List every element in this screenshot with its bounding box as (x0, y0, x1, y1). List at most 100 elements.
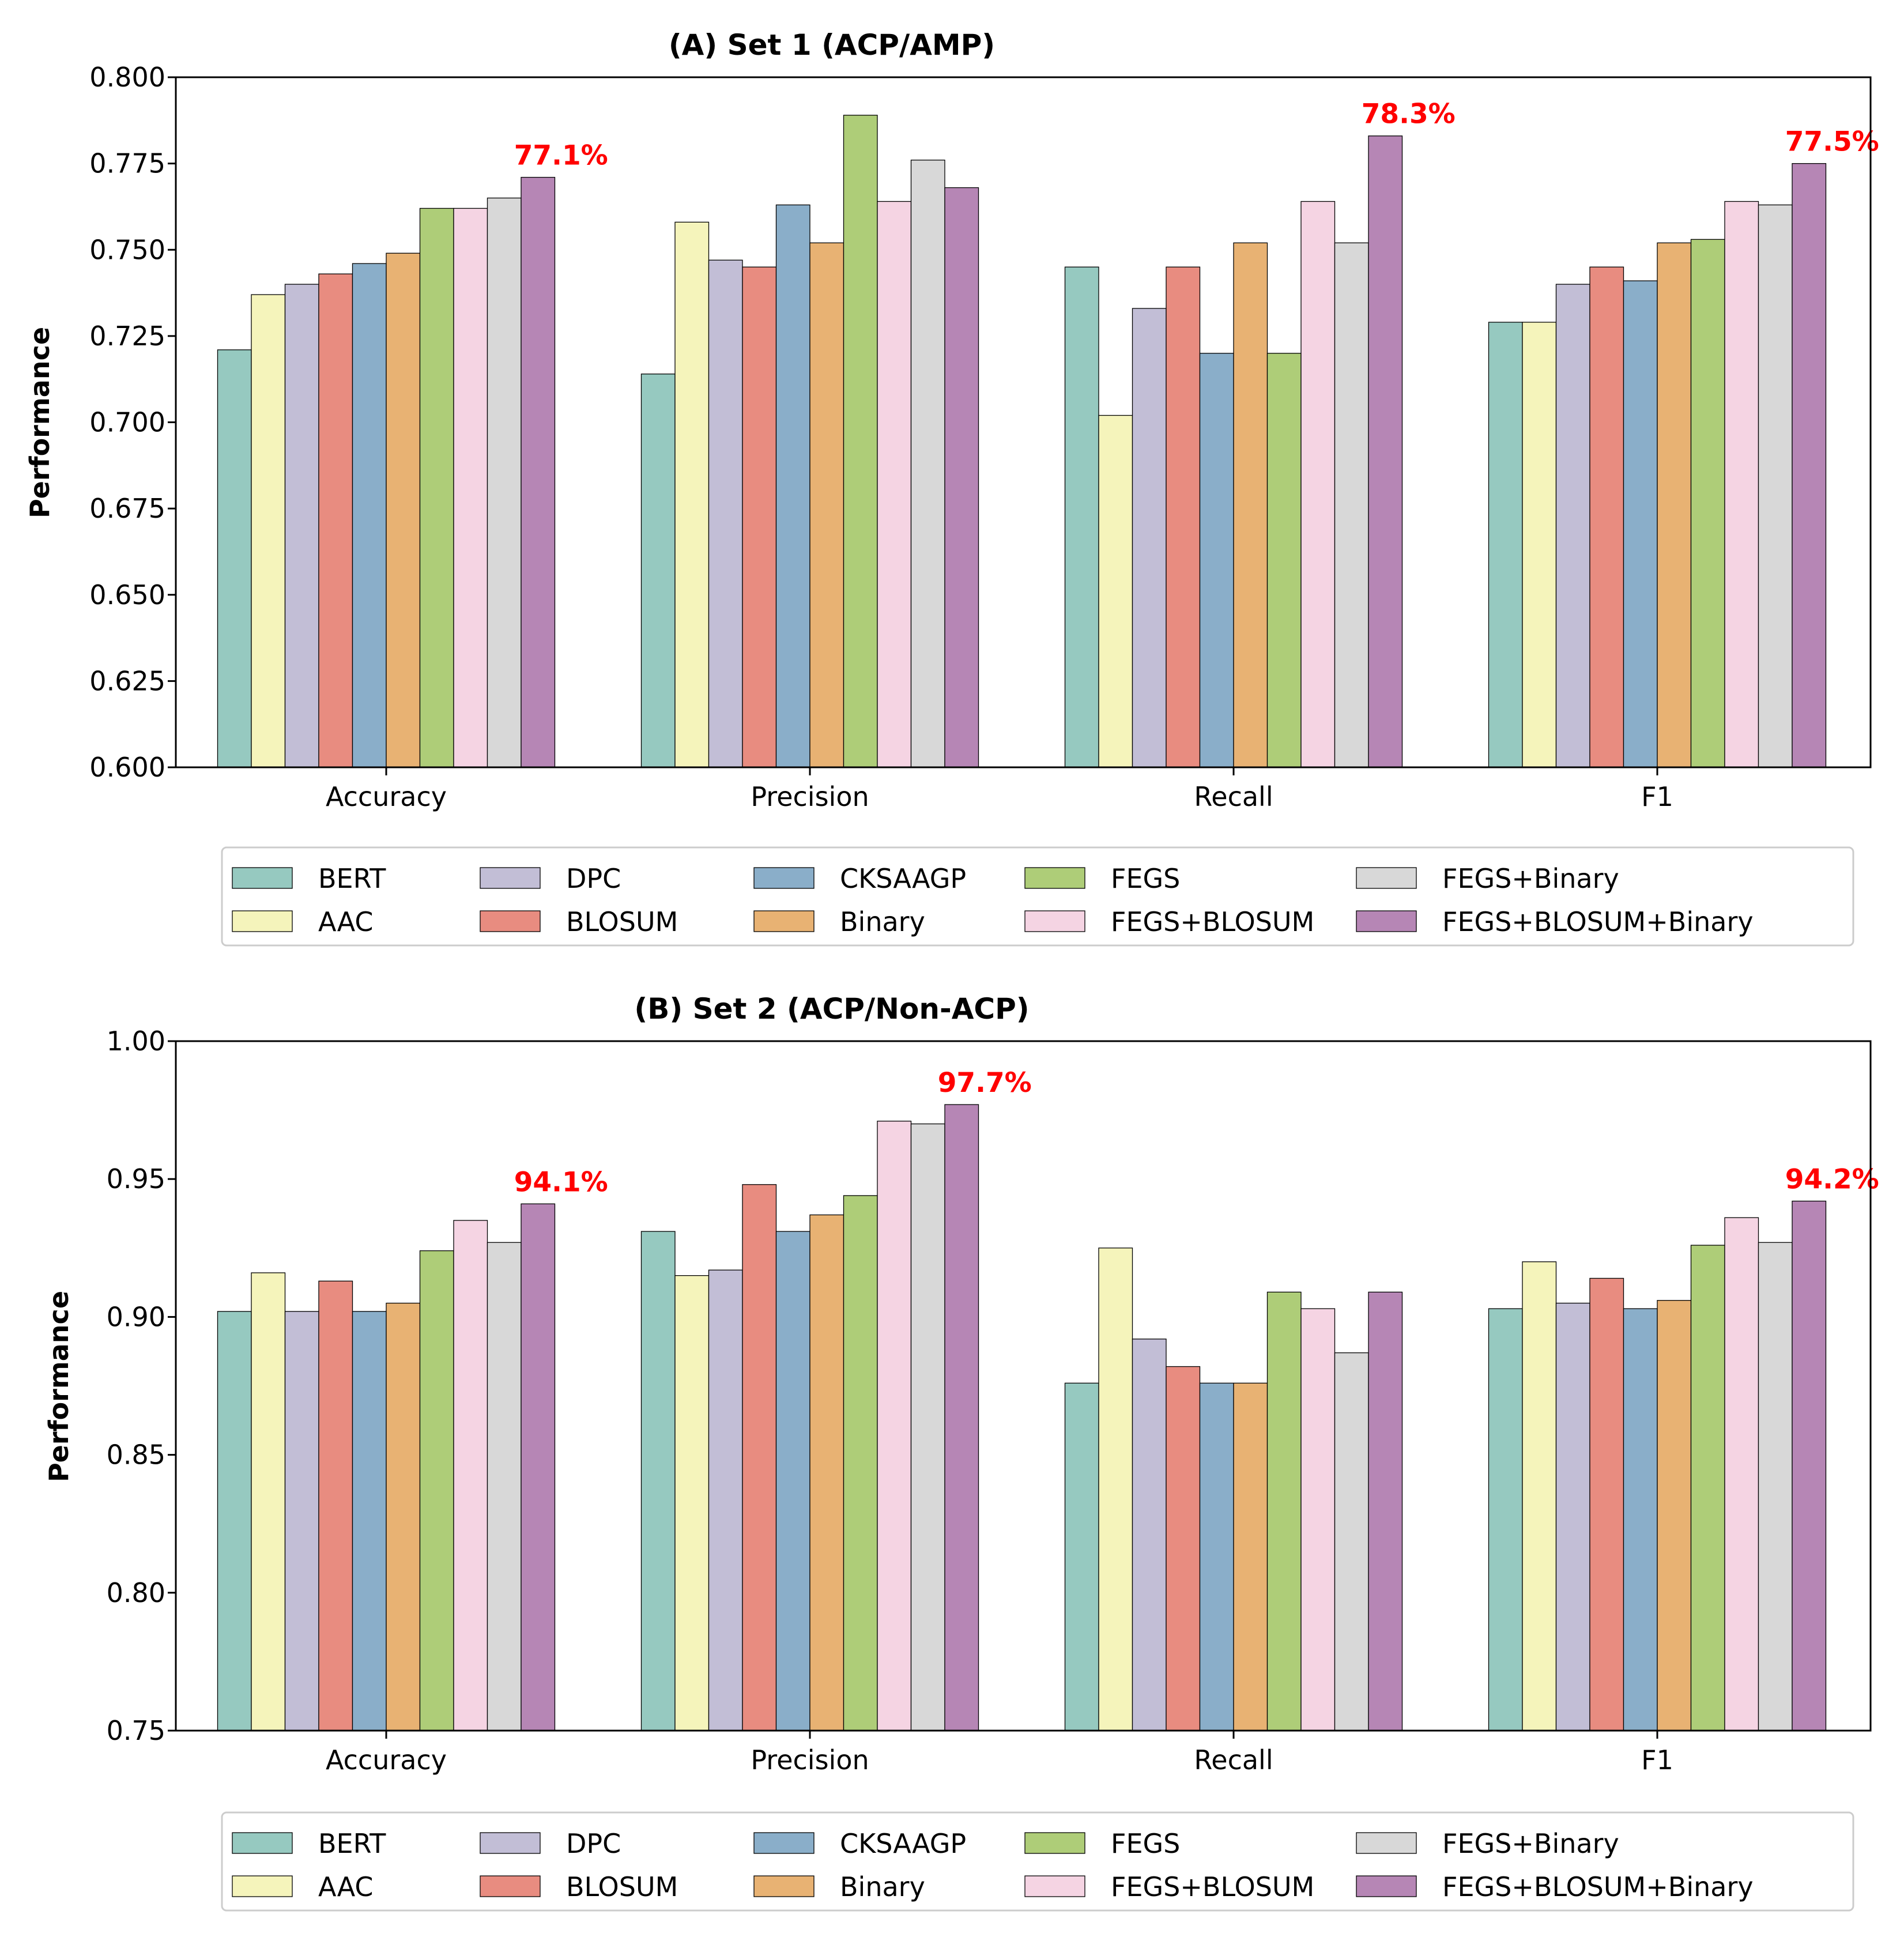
bar-cksaagp-recall (1199, 353, 1234, 768)
bar-fegs-recall (1266, 353, 1302, 768)
x-tick-label: Accuracy (326, 781, 447, 812)
legend-entry-label: BLOSUM (566, 1871, 678, 1902)
bar-dpc-accuracy (284, 1311, 319, 1731)
bar-dpc-f1 (1555, 1302, 1590, 1731)
legend-swatch (232, 867, 293, 889)
chart-title: (B) Set 2 (ACP/Non-ACP) (634, 992, 1029, 1026)
bar-aac-f1 (1522, 1261, 1557, 1731)
legend: BERT AAC DPC BLOSUM CKSAAGP Binary FEGS FEGS+BL… (221, 1811, 1854, 1912)
legend-swatch (1024, 867, 1085, 889)
legend-swatch (480, 910, 541, 932)
y-tick-label: 0.650 (89, 579, 165, 611)
value-annotation: 77.1% (514, 140, 608, 172)
bar-fegs-blosum-recall (1300, 201, 1336, 768)
bar-fegs-blosum-precision (877, 201, 912, 768)
legend-swatch (232, 1832, 293, 1854)
y-axis-label: Performance (43, 1291, 74, 1482)
legend-swatch (753, 867, 815, 889)
bar-fegs-blosum-precision (877, 1121, 912, 1731)
y-tick-label: 0.800 (89, 62, 165, 93)
legend-entry-label: BERT (318, 1828, 386, 1859)
y-tick-label: 0.90 (107, 1301, 165, 1332)
bar-blosum-f1 (1589, 266, 1624, 768)
legend-entry-label: FEGS+BLOSUM (1111, 906, 1314, 937)
bar-bert-f1 (1488, 322, 1523, 768)
legend-entry-label: FEGS+Binary (1442, 1828, 1619, 1859)
bar-aac-precision (674, 1275, 710, 1731)
x-tick-label: F1 (1641, 1744, 1673, 1776)
bar-bert-precision (640, 374, 676, 768)
bar-fegs-blosum-binary-precision (944, 1104, 979, 1731)
bar-fegs-blosum-f1 (1724, 201, 1759, 768)
bar-fegs-binary-precision (910, 1123, 945, 1731)
legend-entry-label: CKSAAGP (840, 863, 966, 894)
panel-set2: (B) Set 2 (ACP/Non-ACP) Performance 0.75… (43, 992, 1879, 1912)
x-tick-label: Precision (751, 1744, 869, 1776)
legend-entry-label: BERT (318, 863, 386, 894)
legend-entry-label: BLOSUM (566, 906, 678, 937)
bar-blosum-precision (742, 266, 777, 768)
value-annotation: 94.2% (1785, 1163, 1879, 1195)
bar-fegs-binary-f1 (1758, 204, 1793, 768)
x-tick-label: Precision (751, 781, 869, 812)
bar-fegs-blosum-f1 (1724, 1217, 1759, 1731)
y-tick-label: 0.95 (107, 1163, 165, 1194)
bar-bert-f1 (1488, 1308, 1523, 1731)
bar-fegs-accuracy (419, 208, 454, 768)
bar-cksaagp-accuracy (352, 263, 387, 768)
legend-swatch (1356, 1875, 1417, 1897)
bar-fegs-binary-recall (1334, 1352, 1369, 1731)
bar-blosum-f1 (1589, 1277, 1624, 1731)
legend-swatch (1356, 867, 1417, 889)
y-axis-label: Performance (24, 327, 55, 518)
legend-entry-label: AAC (318, 906, 374, 937)
legend-swatch (1024, 910, 1085, 932)
bar-bert-accuracy (217, 1311, 252, 1731)
value-annotation: 78.3% (1362, 99, 1456, 130)
y-tick-label: 0.625 (89, 665, 165, 696)
bar-dpc-recall (1132, 1339, 1167, 1731)
x-tick-label: Recall (1194, 1744, 1273, 1776)
legend-entry-label: DPC (566, 863, 621, 894)
bar-fegs-blosum-binary-accuracy (521, 1203, 556, 1731)
x-tick-label: Recall (1194, 781, 1273, 812)
bar-binary-accuracy (386, 253, 421, 768)
legend-entry-label: FEGS+BLOSUM+Binary (1442, 1871, 1754, 1902)
bar-fegs-f1 (1690, 239, 1725, 768)
legend-swatch (1024, 1832, 1085, 1854)
y-tick-label: 0.675 (89, 493, 165, 524)
bar-dpc-precision (708, 259, 743, 768)
bar-dpc-precision (708, 1269, 743, 1731)
bar-fegs-blosum-binary-recall (1368, 135, 1403, 768)
bar-binary-accuracy (386, 1302, 421, 1731)
bar-fegs-blosum-binary-f1 (1792, 1200, 1827, 1731)
plot-area: 0.600 0.625 0.650 0.675 0.700 0.725 0.750 0.775… (89, 62, 1879, 947)
bar-binary-recall (1233, 1382, 1268, 1731)
bar-fegs-blosum-recall (1300, 1308, 1336, 1731)
bar-fegs-precision (843, 115, 878, 768)
legend-swatch (1356, 910, 1417, 932)
bar-aac-recall (1098, 414, 1133, 768)
legend-frame (221, 1811, 1854, 1912)
bar-aac-accuracy (251, 1272, 286, 1731)
bar-binary-precision (809, 1214, 844, 1731)
bar-aac-f1 (1522, 322, 1557, 768)
chart-title: (A) Set 1 (ACP/AMP) (669, 28, 995, 62)
legend-swatch (753, 910, 815, 932)
bar-fegs-blosum-binary-precision (944, 187, 979, 768)
legend-swatch (232, 1875, 293, 1897)
legend-swatch (753, 1832, 815, 1854)
bar-bert-recall (1064, 266, 1099, 768)
legend-entry-label: FEGS (1111, 863, 1180, 894)
bar-fegs-recall (1266, 1291, 1302, 1731)
legend-swatch (480, 1875, 541, 1897)
legend-entry-label: AAC (318, 1871, 374, 1902)
bar-bert-recall (1064, 1382, 1099, 1731)
bar-cksaagp-precision (775, 1231, 810, 1731)
y-tick-label: 0.80 (107, 1577, 165, 1608)
bar-blosum-precision (742, 1184, 777, 1731)
legend-entry-label: FEGS+BLOSUM+Binary (1442, 906, 1754, 937)
bar-blosum-recall (1166, 266, 1201, 768)
bar-fegs-blosum-binary-accuracy (521, 176, 556, 768)
